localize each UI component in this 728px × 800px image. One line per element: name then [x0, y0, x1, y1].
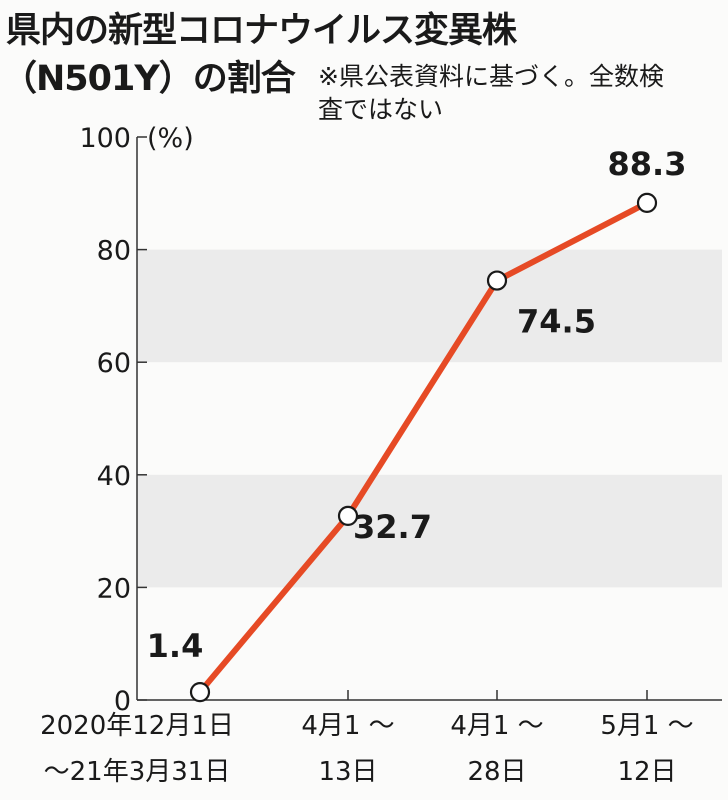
y-tick-label: 80 [97, 236, 131, 267]
data-point [486, 270, 508, 291]
x-tick-label-line2: 13日 [318, 757, 377, 787]
data-point [337, 505, 359, 526]
y-tick-label: 0 [114, 686, 131, 717]
data-point [636, 192, 658, 213]
chart-title-line2: （N501Y）の割合 [2, 59, 296, 99]
x-tick-label-line1: 5月1 ～ [600, 711, 693, 741]
x-tick-label-line2: 28日 [467, 757, 526, 787]
data-label: 32.7 [353, 508, 432, 546]
y-tick-label: 100 [79, 123, 131, 154]
series-line [197, 200, 649, 695]
x-tick-label-line1: 4月1 ～ [301, 711, 394, 741]
data-label: 74.5 [517, 303, 596, 341]
shaded-band [137, 474, 722, 588]
data-label: 88.3 [608, 145, 687, 183]
chart-note: ※県公表資料に基づく。全数検査ではない [318, 62, 664, 124]
y-tick-label: 40 [97, 461, 131, 492]
x-tick-label-line1: 4月1 ～ [450, 711, 543, 741]
data-label: 1.4 [147, 627, 204, 665]
y-tick-label: 60 [97, 348, 131, 379]
y-axis-unit: (%) [147, 123, 194, 154]
x-tick-label-line1: 2020年12月1日 [40, 711, 234, 741]
shaded-band [137, 249, 722, 363]
x-tick-label-line2: 12日 [617, 757, 676, 787]
data-point [189, 682, 211, 703]
chart-title-line1: 県内の新型コロナウイルス変異株 [6, 11, 517, 51]
x-tick-label-line2: ～21年3月31日 [44, 757, 231, 787]
y-tick-label: 20 [97, 573, 131, 604]
